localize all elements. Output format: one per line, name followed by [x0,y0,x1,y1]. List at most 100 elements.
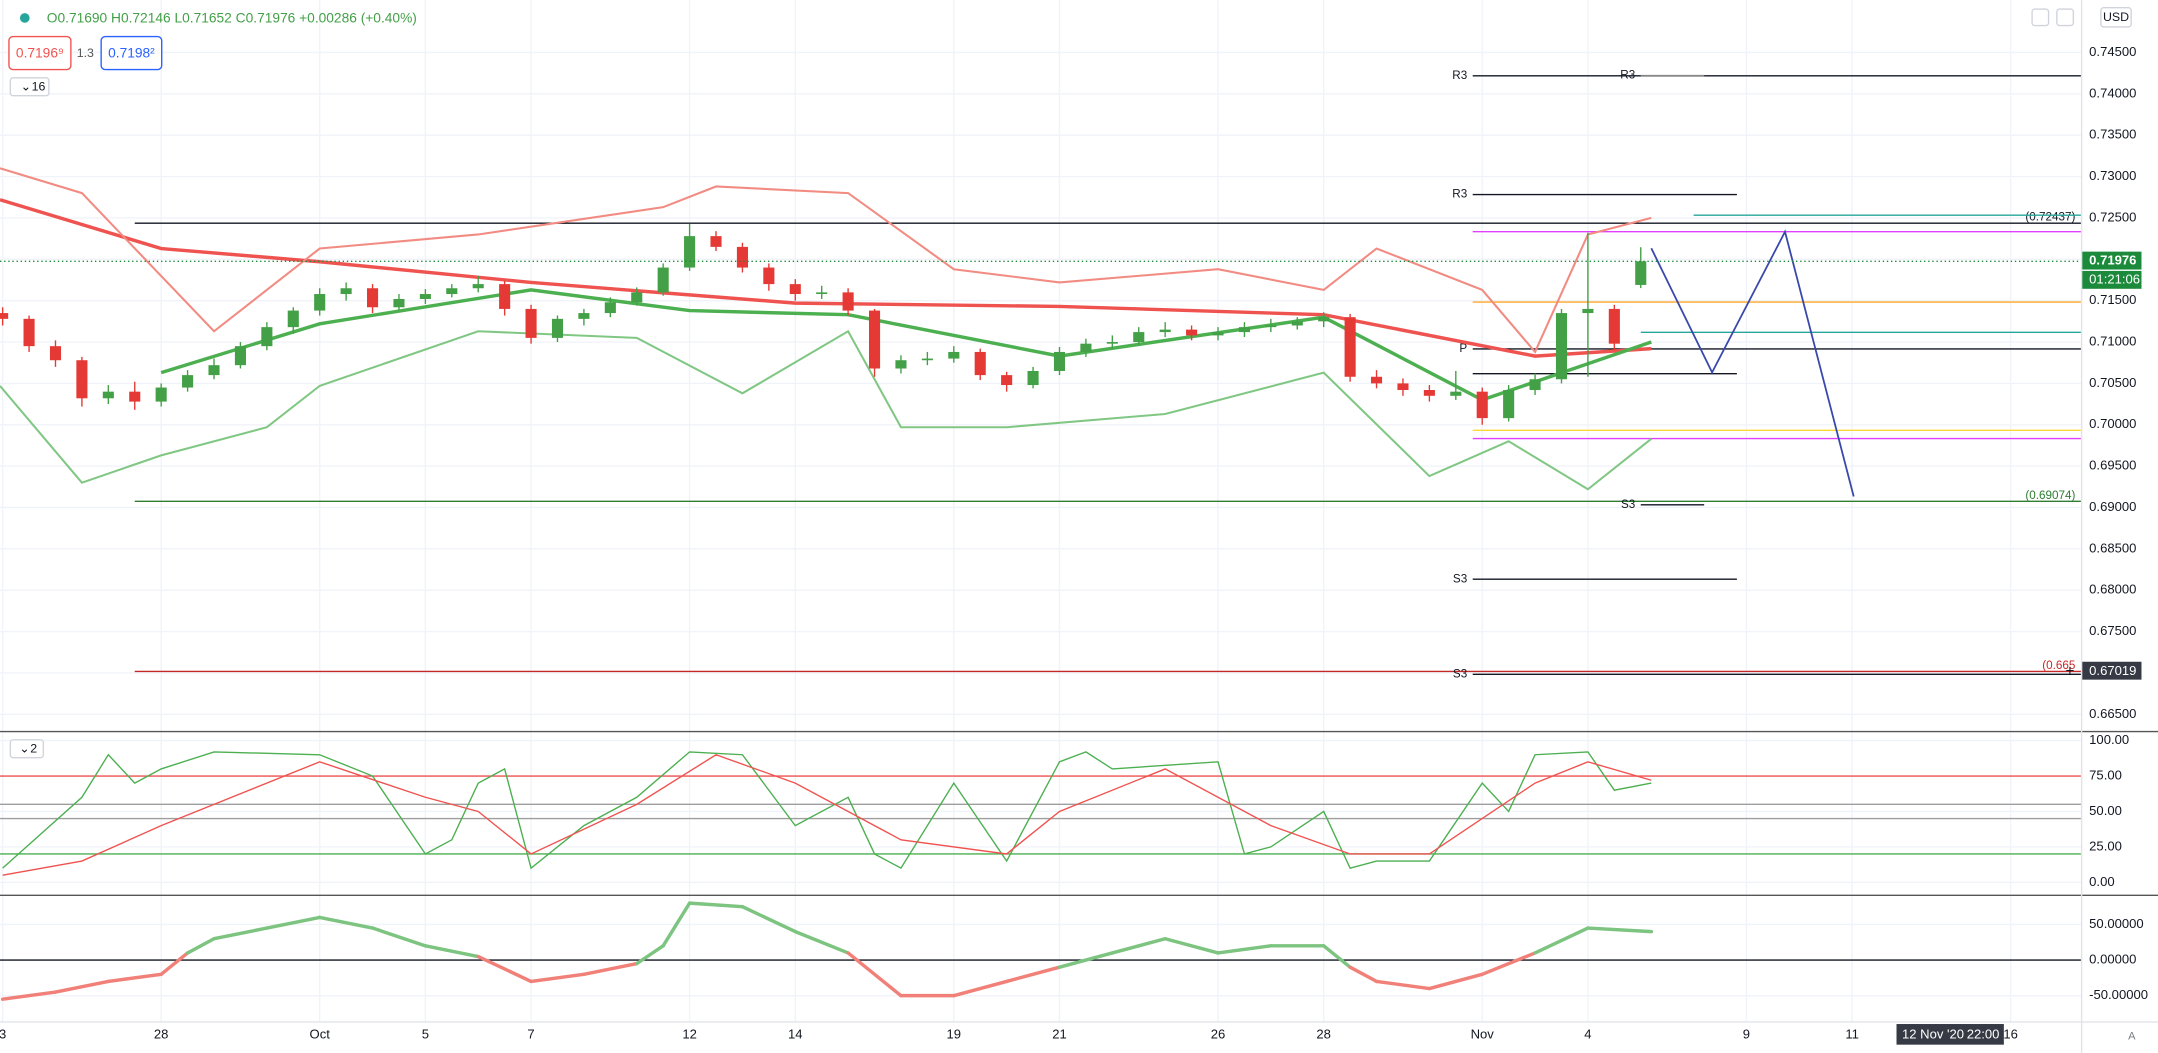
level-label: R3 [1452,188,1467,201]
ohlc-legend: O0.71690 H0.72146 L0.71652 C0.71976 +0.0… [47,10,417,25]
ohlc-value: +0.00286 (+0.40%) [299,10,417,25]
candle-body [736,246,748,268]
candle-body [0,313,9,319]
maximize-button[interactable] [2056,8,2075,27]
candle-body [1370,376,1383,384]
x-tick-label: 7 [527,1026,534,1041]
candle-body [1001,375,1013,386]
y-tick-label: 0.72500 [2089,209,2136,224]
candle-body [446,288,458,295]
y-tick-label: 0.00000 [2089,952,2136,967]
time-label-time: 22:00 [1967,1026,2000,1041]
level-label: S3 [1621,498,1635,511]
pane-toggle[interactable] [9,739,45,759]
candle-body [1318,317,1330,322]
candle-body [182,375,194,388]
x-tick-label: 19 [947,1026,962,1041]
x-tick-label: 21 [1052,1026,1067,1041]
x-tick-label: 12 [682,1026,697,1041]
candle-body [1053,351,1066,371]
pane-toggle-count[interactable]: 2 [30,742,37,756]
currency[interactable]: USD [2103,10,2129,24]
momentum-segment [1110,937,1167,955]
candle-body [1608,308,1620,344]
x-tick-label: 3 [0,1026,6,1041]
candle-body [1186,329,1198,336]
candle-body [842,292,854,311]
momentum-segment [185,937,216,955]
crosshair-box [2082,661,2142,680]
pane-toggle-count[interactable]: 16 [32,80,46,94]
candle-body [604,302,616,314]
x-tick-label: 28 [154,1026,169,1041]
sell-button[interactable] [8,35,72,71]
candle-body [921,358,933,361]
candle-body [102,391,114,399]
momentum-segment [265,915,322,930]
candle-body [816,292,828,295]
buy-button[interactable] [100,35,163,71]
buy-price[interactable]: 0.7198² [108,45,155,60]
candle-body [1397,383,1409,391]
time-label-date: 12 Nov '20 [1902,1026,1964,1041]
candle-body [314,294,326,311]
candle-body [895,360,907,369]
crosshair-plus: + [2065,662,2074,679]
candle-body [49,346,62,361]
axes: 0.745000.740000.735000.730000.725000.720… [0,44,2148,1042]
candle-body [763,267,775,285]
y-tick-label: 50.00 [2089,803,2122,818]
y-tick-label: 0.74000 [2089,85,2136,100]
momentum-segment [0,990,58,1001]
momentum-segment [1216,944,1273,955]
candle-body [631,292,643,303]
candle-body [1133,332,1145,343]
y-tick-label: 0.68500 [2089,540,2136,555]
ohlc-value: C0.71976 [236,10,296,25]
candle-body [710,236,722,247]
x-tick-label: Oct [310,1026,331,1041]
x-tick-label: 11 [1845,1026,1859,1041]
y-tick-label: 75.00 [2089,767,2122,782]
momentum-segment [423,944,480,959]
y-tick-label: 0.69000 [2089,499,2136,514]
candle-body [1238,327,1250,333]
x-tick-label: 16 [2003,1026,2018,1041]
currency-button[interactable] [2100,6,2132,28]
pane-toggle-arrow[interactable]: ⌄ [21,80,31,94]
y-tick-label: 0.73000 [2089,168,2136,183]
x-tick-label: 14 [788,1026,803,1041]
momentum-segment [1321,944,1352,969]
ohlc-value: H0.72146 [111,10,171,25]
last-price-box [2082,251,2142,270]
candle-body [948,351,960,359]
auto-scale[interactable]: A [2128,1030,2136,1042]
overlay-line [0,167,1652,354]
candle-body [1080,343,1092,352]
candle-body [551,318,564,338]
y-tick-label: 0.69500 [2089,458,2136,473]
candle-body [261,327,273,347]
candle-body [1555,313,1568,380]
candle-body [1159,329,1171,333]
candle-body [366,288,379,308]
momentum-segment [1374,979,1432,991]
candle-body [1476,391,1488,419]
y-tick-label: 0.74500 [2089,44,2136,59]
pane-toggle-arrow[interactable]: ⌄ [19,742,29,756]
grid [0,0,2081,1022]
candle-body [393,298,405,308]
time-label-box [1896,1024,2004,1045]
level-label: R3 [1620,69,1635,82]
last-price-label: 0.71976 [2089,253,2136,268]
candle-body [129,391,141,402]
scroll-button[interactable] [2031,8,2050,27]
sell-price[interactable]: 0.7196⁹ [16,45,64,60]
candle-body [1503,390,1515,419]
candle-body [974,351,986,376]
candle-body [340,288,352,295]
pane-toggle[interactable] [9,77,50,97]
candle-body [472,284,484,289]
